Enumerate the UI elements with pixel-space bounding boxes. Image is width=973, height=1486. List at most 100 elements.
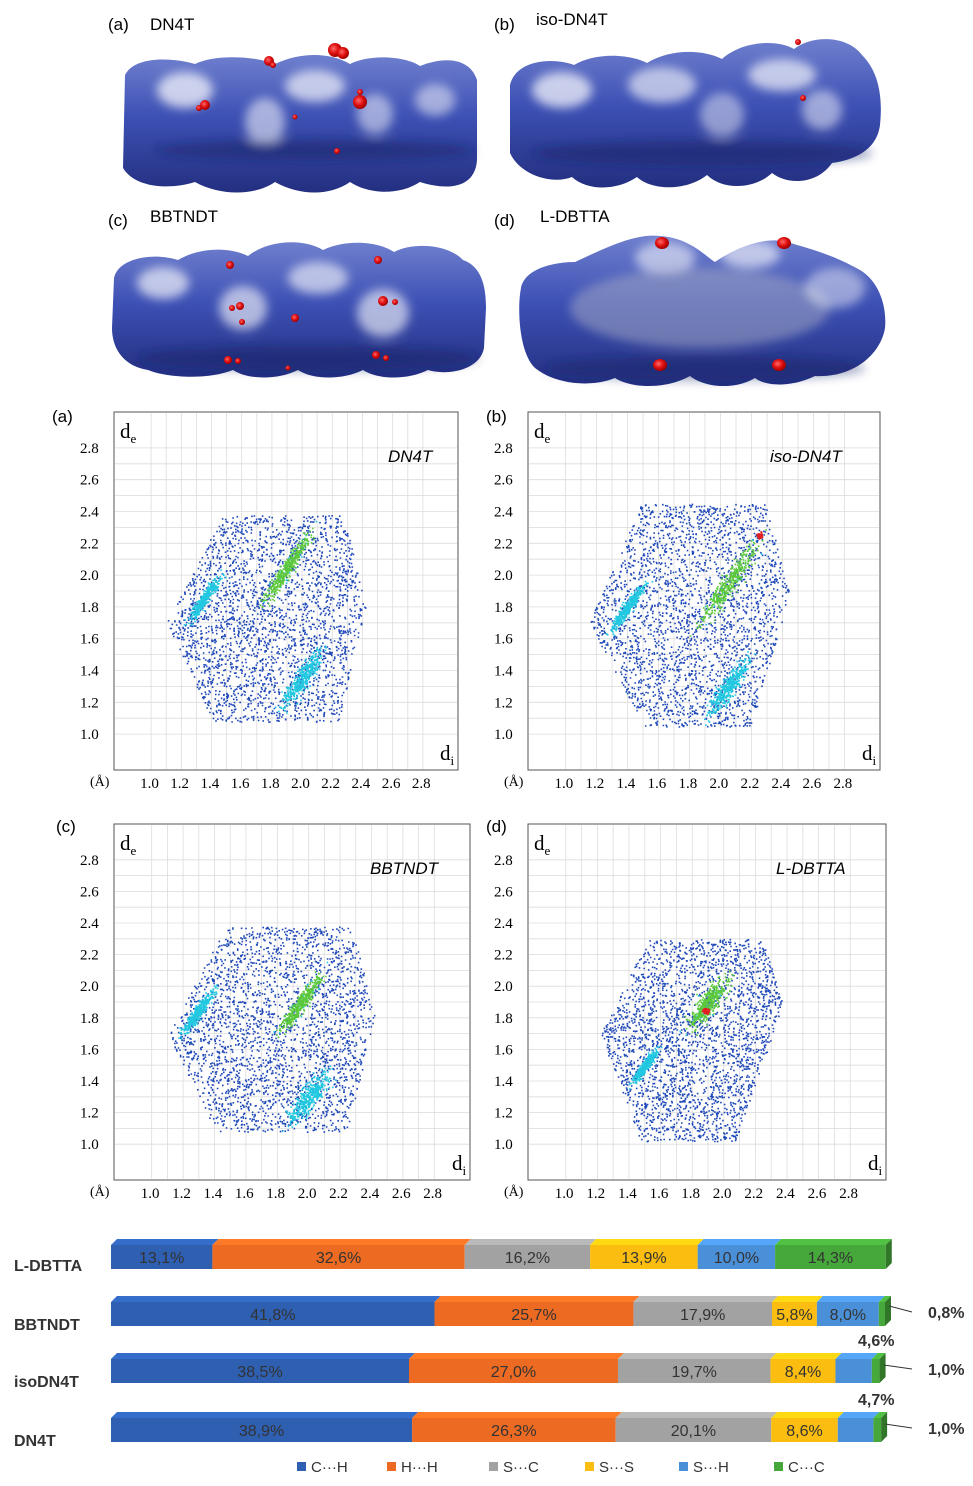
legend-item: S···S — [585, 1459, 634, 1476]
points-low-density — [167, 515, 367, 723]
bar-segment: 20,1% — [615, 1412, 778, 1442]
bar-segment: 14,3% — [775, 1239, 892, 1269]
x-tick-label: 2.2 — [329, 1186, 348, 1202]
x-tick-label: 2.6 — [382, 776, 401, 792]
y-tick-label: 2.0 — [80, 568, 99, 584]
surface-panels: (a) DN4T — [108, 10, 886, 387]
x-tick-label: 2.8 — [423, 1186, 442, 1202]
data-label: 17,9% — [680, 1307, 725, 1324]
data-label: 0,8% — [928, 1305, 964, 1322]
bar-segment — [878, 1296, 891, 1326]
bar-row: BBTNDT 41,8% 25,7% 17,9% 5,8% 8,0% 0,8% — [14, 1296, 964, 1334]
bar-top — [408, 1353, 624, 1359]
data-label: 20,1% — [671, 1423, 716, 1440]
category-label: L-DBTTA — [14, 1258, 83, 1275]
hirshfeld-surface — [519, 235, 886, 387]
surface-panel-a: (a) DN4T — [108, 15, 477, 193]
bar-top — [434, 1296, 640, 1302]
plot-title: DN4T — [388, 447, 434, 466]
hirshfeld-surface — [510, 39, 881, 188]
bar-top — [775, 1239, 892, 1245]
legend-swatch — [489, 1462, 498, 1471]
x-tick-label: 2.0 — [298, 1186, 317, 1202]
fingerprint-plot-c: (c) 1.0 1.2 1.4 1.6 1.8 2.0 2.2 2.4 2.6 2.8 (Å) 1.0 1… — [56, 817, 471, 1202]
bar-segment: 8,4% — [770, 1353, 842, 1383]
data-label: 38,5% — [237, 1364, 282, 1381]
bar-segment: 17,9% — [633, 1296, 778, 1326]
bar-segment: 10,0% — [697, 1239, 782, 1269]
hirshfeld-surface — [112, 242, 486, 378]
panel-letter: (b) — [486, 407, 507, 426]
x-tick-label: 2.8 — [412, 776, 431, 792]
data-label: 8,6% — [786, 1423, 822, 1440]
legend-label: C···C — [788, 1459, 825, 1476]
bar-face — [837, 1418, 874, 1442]
bar-top — [412, 1412, 622, 1418]
x-tick-label: 1.6 — [231, 776, 250, 792]
panel-letter: (c) — [56, 817, 76, 836]
bar-segment — [873, 1412, 888, 1442]
bar-side — [885, 1296, 891, 1326]
y-tick-label: 2.2 — [80, 948, 99, 964]
bar-face — [111, 1245, 213, 1269]
data-label: 8,0% — [830, 1307, 866, 1324]
bar-face — [871, 1359, 880, 1383]
grid — [529, 413, 879, 769]
y-tick-label: 1.6 — [494, 632, 513, 648]
bar-face — [408, 1359, 618, 1383]
bar-side — [879, 1353, 886, 1383]
unit-label: (Å) — [504, 1184, 524, 1200]
bar-segment: 8,6% — [771, 1412, 844, 1442]
data-label: 16,2% — [505, 1250, 550, 1267]
y-tick-label: 2.4 — [80, 505, 99, 521]
x-tick-label: 2.4 — [352, 776, 371, 792]
y-tick-label: 1.0 — [80, 1137, 99, 1153]
bar-top — [111, 1412, 419, 1418]
bar-top — [816, 1296, 885, 1302]
bar-face — [212, 1245, 465, 1269]
plot-title: BBTNDT — [370, 859, 440, 878]
x-tick-label: 1.8 — [261, 776, 280, 792]
y-tick-label: 2.8 — [494, 441, 513, 457]
fingerprint-plot-b: (b) 1.0 1.2 1.4 1.6 1.8 2.0 2.2 2.4 2.6 2.8 (Å) 1.0 1… — [486, 407, 881, 792]
leader-line — [883, 1364, 913, 1370]
x-tick-label: 2.4 — [361, 1186, 380, 1202]
y-tick-label: 2.2 — [494, 536, 513, 552]
y-tick-label: 1.2 — [494, 695, 513, 711]
hirshfeld-surface — [123, 43, 477, 193]
points-medium-density — [605, 539, 763, 726]
bar-row: DN4T 38,9% 26,3% 20,1% 8,6% 1,0% — [14, 1412, 964, 1450]
bar-face — [412, 1418, 616, 1442]
points-max-density — [756, 531, 764, 540]
legend: C···H H···H S···C S···S S···H C···C — [297, 1459, 825, 1476]
x-tick-label: 1.0 — [141, 1186, 160, 1202]
bar-side — [881, 1412, 888, 1442]
y-tick-label: 2.4 — [494, 505, 513, 521]
y-tick-label: 2.6 — [80, 473, 99, 489]
category-label: isoDN4T — [14, 1374, 79, 1391]
data-label: 27,0% — [491, 1364, 536, 1381]
bar-face — [775, 1245, 886, 1269]
x-tick-label: 2.0 — [291, 776, 310, 792]
bar-top — [590, 1239, 704, 1245]
legend-label: C···H — [311, 1459, 348, 1476]
data-label: 1,0% — [928, 1421, 964, 1438]
x-tick-label: 2.8 — [834, 776, 853, 792]
y-tick-label: 1.6 — [80, 1042, 99, 1058]
data-label: 14,3% — [808, 1250, 853, 1267]
bar-segment: 19,7% — [617, 1353, 777, 1383]
contact-spots — [224, 256, 398, 371]
x-tick-label: 2.2 — [321, 776, 340, 792]
points-high-density — [684, 970, 735, 1036]
plot-title: iso-DN4T — [770, 447, 843, 466]
x-tick-label: 1.2 — [170, 776, 189, 792]
bar-top — [615, 1412, 778, 1418]
legend-label: S···H — [693, 1459, 729, 1476]
scatter-points — [170, 926, 376, 1133]
surface-name: DN4T — [150, 15, 194, 34]
bar-segment: 13,1% — [111, 1239, 219, 1269]
y-tick-label: 2.6 — [494, 473, 513, 489]
scatter-points — [590, 503, 790, 728]
points-low-density — [601, 938, 783, 1143]
y-tick-label: 1.0 — [494, 1137, 513, 1153]
